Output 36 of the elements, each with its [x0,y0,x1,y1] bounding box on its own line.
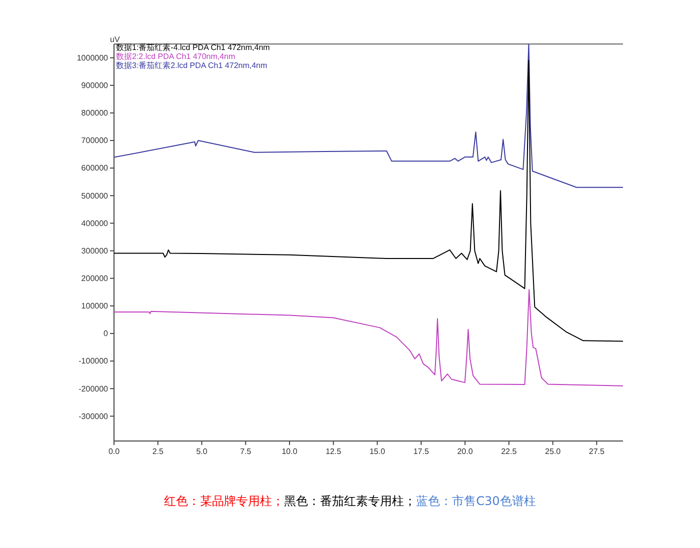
x-tick-label: 12.5 [326,447,342,456]
y-tick-label: 700000 [81,136,109,146]
line-series [114,60,623,342]
y-tick-label: 300000 [81,246,109,256]
line-series [114,44,623,188]
x-tick-label: 0.0 [108,447,120,456]
text: 黑色：番茄红素专用柱； [284,494,416,508]
y-tick-label: 600000 [81,164,109,173]
y-tick-label: 800000 [81,108,109,118]
y-tick-label: -300000 [78,412,109,421]
x-tick-label: 27.5 [588,447,606,456]
text: 数据1:番茄红素-4.lcd PDA Ch1 472nm,4nm [116,43,270,52]
text: 红色：某品牌专用柱； [164,494,284,508]
y-tick-label: 500000 [81,191,109,200]
y-tick-label: 400000 [81,218,109,228]
x-tick-label: 25.0 [545,447,562,456]
x-tick-label: 17.5 [413,447,430,456]
y-tick-label: 200000 [81,274,109,283]
line-series [114,289,623,386]
x-tick-label: 5.0 [196,447,208,456]
y-tick-label: 900000 [81,80,109,90]
y-tick-label: 0 [104,329,109,338]
text: 蓝色：市售C30色谱柱 [416,494,536,508]
x-tick-label: 10.0 [282,447,298,456]
y-tick-label: -100000 [78,356,109,366]
x-tick-label: 7.5 [240,447,252,456]
text: 数据2:2.lcd PDA Ch1 470nm,4nm [116,52,236,61]
y-axis-title: uV [110,35,120,44]
y-tick-label: 100000 [81,302,109,311]
text: 数据3:番茄红素2.lcd PDA Ch1 472nm,4nm [116,61,268,70]
x-tick-label: 2.5 [152,447,164,456]
y-tick-label: -200000 [78,384,109,394]
x-tick-label: 20.0 [457,447,474,456]
x-tick-label: 22.5 [501,447,518,456]
y-tick-label: 1000000 [76,53,109,62]
x-tick-label: 15.0 [369,447,386,456]
